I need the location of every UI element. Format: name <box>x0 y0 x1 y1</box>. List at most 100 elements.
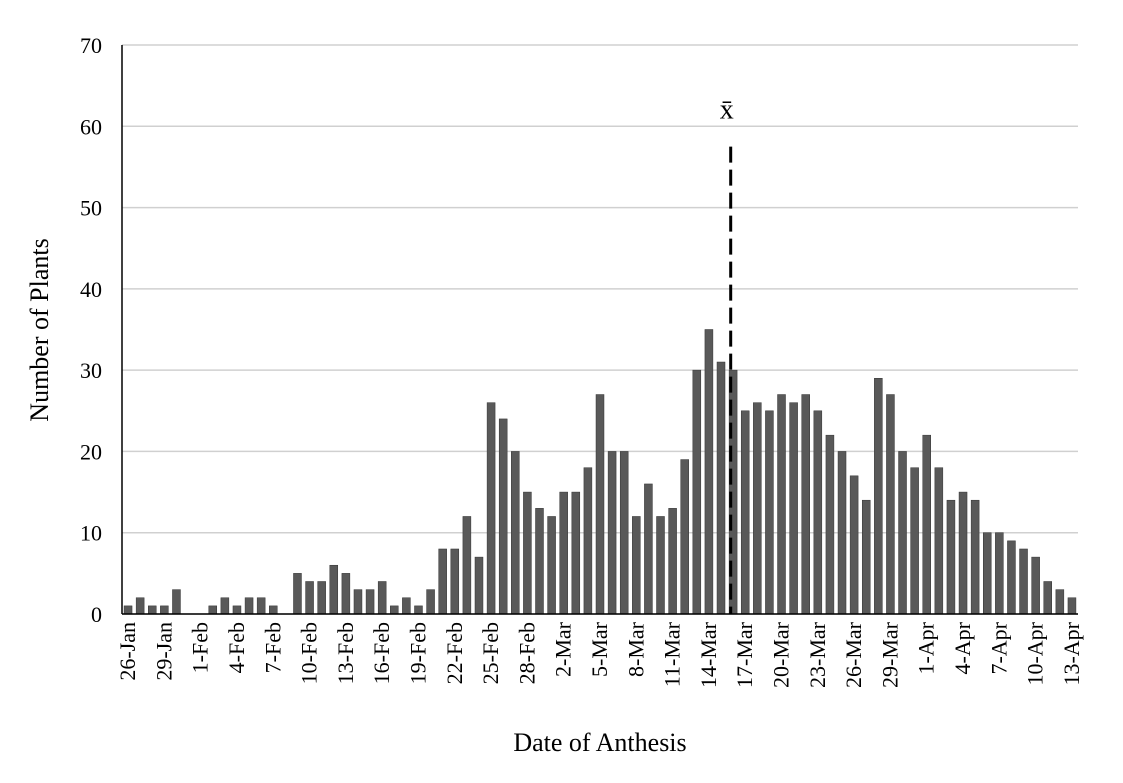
bar <box>305 581 314 615</box>
bar <box>390 605 399 615</box>
y-tick-label: 70 <box>80 33 102 58</box>
bar <box>1043 581 1052 615</box>
x-tick-label: 4-Feb <box>224 622 249 673</box>
x-tick-label: 28-Feb <box>514 622 539 684</box>
x-tick-label: 2-Mar <box>551 621 576 677</box>
bar <box>450 548 460 615</box>
x-tick-label: 10-Apr <box>1023 621 1048 685</box>
bar <box>765 410 774 615</box>
x-tick-label: 14-Mar <box>696 621 721 688</box>
bar <box>135 597 145 615</box>
bar <box>123 605 133 615</box>
bar <box>874 378 883 615</box>
bar <box>438 548 447 615</box>
bar <box>958 491 968 615</box>
bar <box>1031 556 1040 615</box>
x-tick-label: 1-Apr <box>914 621 939 674</box>
bar <box>1019 548 1028 615</box>
bar <box>293 573 302 615</box>
bar <box>656 516 665 615</box>
x-axis-title: Date of Anthesis <box>513 728 686 757</box>
x-tick-label: 29-Jan <box>151 622 176 681</box>
bar <box>777 394 786 615</box>
x-tick-label: 13-Apr <box>1059 621 1084 685</box>
x-tick-label: 17-Mar <box>732 621 757 688</box>
bar <box>498 418 508 615</box>
bar <box>1055 589 1065 615</box>
x-tick-label: 10-Feb <box>297 622 322 684</box>
y-tick-label: 0 <box>91 602 102 627</box>
y-tick-label: 60 <box>80 114 102 139</box>
bar <box>317 581 326 615</box>
bar <box>632 516 641 615</box>
bar <box>256 597 266 615</box>
x-tick-label: 11-Mar <box>660 621 685 687</box>
bar <box>861 499 871 615</box>
x-tick-label: 26-Mar <box>841 621 866 688</box>
bar <box>244 597 254 615</box>
bar <box>898 451 907 615</box>
bar <box>680 459 689 615</box>
y-tick-label: 30 <box>80 358 102 383</box>
x-tick-label: 7-Apr <box>986 621 1011 674</box>
bar <box>789 402 798 615</box>
bar <box>740 410 750 615</box>
bar <box>353 589 363 615</box>
bar <box>801 394 810 615</box>
bar <box>365 589 375 615</box>
bar <box>619 451 629 615</box>
bar <box>995 532 1004 615</box>
bar <box>644 483 653 615</box>
bar <box>148 605 157 615</box>
bar <box>849 475 859 615</box>
bar <box>208 605 218 615</box>
bar <box>269 605 278 615</box>
x-tick-label: 23-Mar <box>805 621 830 688</box>
x-tick-label: 4-Apr <box>950 621 975 674</box>
bar <box>172 589 181 615</box>
x-tick-label: 19-Feb <box>405 622 430 684</box>
bar <box>571 491 581 615</box>
bar <box>329 564 339 615</box>
bar <box>886 394 895 615</box>
bar <box>535 508 544 615</box>
bar <box>523 491 532 615</box>
bar <box>692 369 702 615</box>
bar <box>825 434 835 615</box>
x-tick-label: 25-Feb <box>478 622 503 684</box>
bar <box>1067 597 1077 615</box>
x-tick-label: 13-Feb <box>333 622 358 684</box>
x-tick-label: 7-Feb <box>260 622 285 673</box>
bar <box>160 605 169 615</box>
bar <box>607 451 617 615</box>
bar <box>934 467 944 615</box>
bar <box>716 361 726 615</box>
bar <box>414 605 423 615</box>
x-tick-label: 16-Feb <box>369 622 394 684</box>
bar <box>474 556 484 615</box>
x-tick-label: 5-Mar <box>587 621 612 677</box>
bar <box>426 589 435 615</box>
y-tick-label: 10 <box>80 521 102 546</box>
bar <box>922 434 931 615</box>
bar <box>1007 540 1016 615</box>
bar <box>232 605 242 615</box>
bar <box>813 410 823 615</box>
x-tick-label: 29-Mar <box>877 621 902 688</box>
bar <box>970 499 980 615</box>
x-tick-label: 1-Feb <box>188 622 213 673</box>
x-tick-label: 8-Mar <box>623 621 648 677</box>
bar <box>341 573 351 615</box>
bar <box>837 451 847 615</box>
bar <box>402 597 411 615</box>
y-tick-label: 50 <box>80 196 102 221</box>
annotation: x̄ <box>720 95 734 126</box>
y-tick-label: 40 <box>80 277 102 302</box>
bar <box>595 394 605 615</box>
y-tick-label: 20 <box>80 439 102 464</box>
bar <box>462 516 472 615</box>
bar <box>982 532 992 615</box>
x-tick-label: 26-Jan <box>115 622 140 681</box>
bar <box>559 491 568 615</box>
